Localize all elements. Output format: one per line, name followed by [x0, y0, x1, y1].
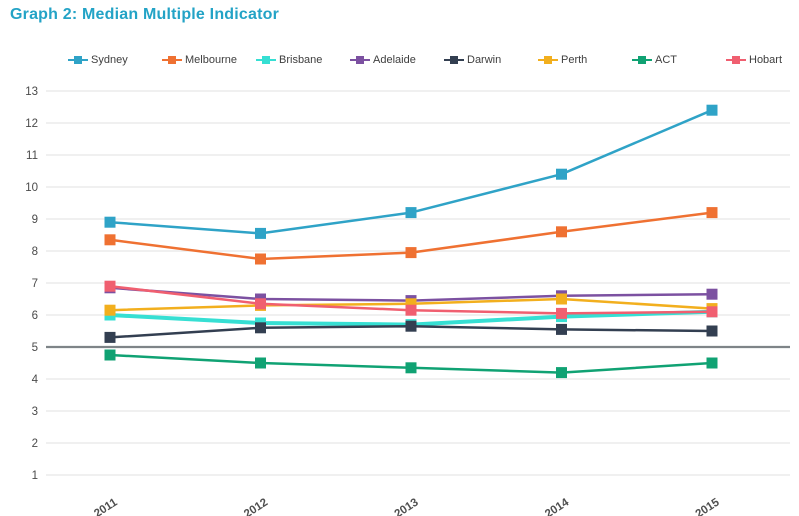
legend-item-melbourne: Melbourne: [162, 54, 256, 66]
chart-title: Graph 2: Median Multiple Indicator: [10, 6, 280, 23]
point-sydney-2013: [405, 207, 417, 219]
svg-text:2013: 2013: [393, 496, 421, 516]
legend-label: Sydney: [91, 54, 128, 66]
y-tick-label-12: 12: [25, 118, 38, 130]
point-darwin-2015: [706, 325, 718, 337]
point-hobart-2013: [405, 304, 417, 316]
point-darwin-2011: [104, 331, 116, 343]
point-melbourne-2012: [255, 253, 266, 265]
y-tick-label-2: 2: [32, 438, 38, 450]
legend-label: Melbourne: [185, 54, 237, 66]
point-melbourne-2014: [556, 226, 567, 238]
point-perth-2013: [405, 298, 417, 310]
legend-label: Adelaide: [373, 54, 416, 66]
svg-text:2014: 2014: [543, 496, 571, 516]
point-melbourne-2015: [706, 207, 718, 219]
hobart-legend-marker-icon: [726, 56, 746, 64]
y-tick-label-8: 8: [32, 246, 38, 258]
point-act-2012: [255, 357, 266, 369]
legend-label: Brisbane: [279, 54, 323, 66]
point-hobart-2012: [255, 298, 266, 310]
adelaide-legend-marker-icon: [350, 56, 370, 64]
legend-label: Perth: [561, 54, 588, 66]
point-perth-2014: [556, 293, 567, 305]
legend-item-sydney: Sydney: [68, 54, 162, 66]
legend-label: Darwin: [467, 54, 502, 66]
point-hobart-2011: [104, 280, 116, 292]
point-act-2014: [556, 367, 567, 379]
y-tick-label-5: 5: [32, 342, 38, 354]
point-sydney-2015: [706, 104, 718, 116]
y-tick-label-3: 3: [32, 406, 38, 418]
x-label-2014: 2014: [543, 496, 571, 516]
x-label-2013: 2013: [393, 496, 421, 516]
darwin-legend-marker-icon: [444, 56, 464, 64]
point-darwin-2014: [556, 323, 567, 335]
y-tick-label-10: 10: [25, 182, 38, 194]
legend-item-darwin: Darwin: [444, 54, 538, 66]
point-sydney-2012: [255, 227, 266, 239]
legend-item-brisbane: Brisbane: [256, 54, 350, 66]
point-melbourne-2013: [405, 247, 417, 259]
y-tick-label-6: 6: [32, 310, 38, 322]
legend-item-hobart: Hobart: [726, 54, 799, 66]
point-act-2011: [104, 349, 116, 361]
legend-item-adelaide: Adelaide: [350, 54, 444, 66]
sydney-legend-marker-icon: [68, 56, 88, 64]
y-tick-label-7: 7: [32, 278, 38, 290]
perth-legend-marker-icon: [538, 56, 558, 64]
point-melbourne-2011: [104, 234, 116, 246]
brisbane-legend-marker-icon: [256, 56, 276, 64]
y-tick-label-4: 4: [32, 374, 39, 386]
point-adelaide-2015: [706, 288, 718, 300]
y-tick-label-1: 1: [32, 470, 38, 482]
act-legend-marker-icon: [632, 56, 652, 64]
legend-label: Hobart: [749, 54, 783, 66]
legend-item-act: ACT: [632, 54, 726, 66]
x-label-2011: 2011: [92, 496, 120, 516]
point-act-2013: [405, 362, 417, 374]
x-label-2015: 2015: [694, 496, 722, 516]
point-sydney-2014: [556, 168, 567, 180]
point-darwin-2012: [255, 322, 266, 334]
y-tick-label-9: 9: [32, 214, 38, 226]
svg-text:2011: 2011: [92, 496, 120, 516]
y-tick-label-11: 11: [26, 150, 38, 162]
melbourne-legend-marker-icon: [162, 56, 182, 64]
legend-label: ACT: [655, 54, 677, 66]
point-darwin-2013: [405, 320, 417, 332]
y-tick-label-13: 13: [25, 86, 38, 98]
point-hobart-2014: [556, 307, 567, 319]
point-act-2015: [706, 357, 718, 369]
svg-text:2015: 2015: [694, 496, 722, 516]
point-sydney-2011: [104, 216, 116, 228]
x-label-2012: 2012: [242, 496, 270, 516]
point-hobart-2015: [706, 306, 718, 318]
chart-legend: Sydney Melbourne Brisbane Adelaide Darwin Per…: [68, 54, 788, 66]
svg-text:2012: 2012: [242, 496, 270, 516]
point-perth-2011: [104, 304, 116, 316]
legend-item-perth: Perth: [538, 54, 632, 66]
